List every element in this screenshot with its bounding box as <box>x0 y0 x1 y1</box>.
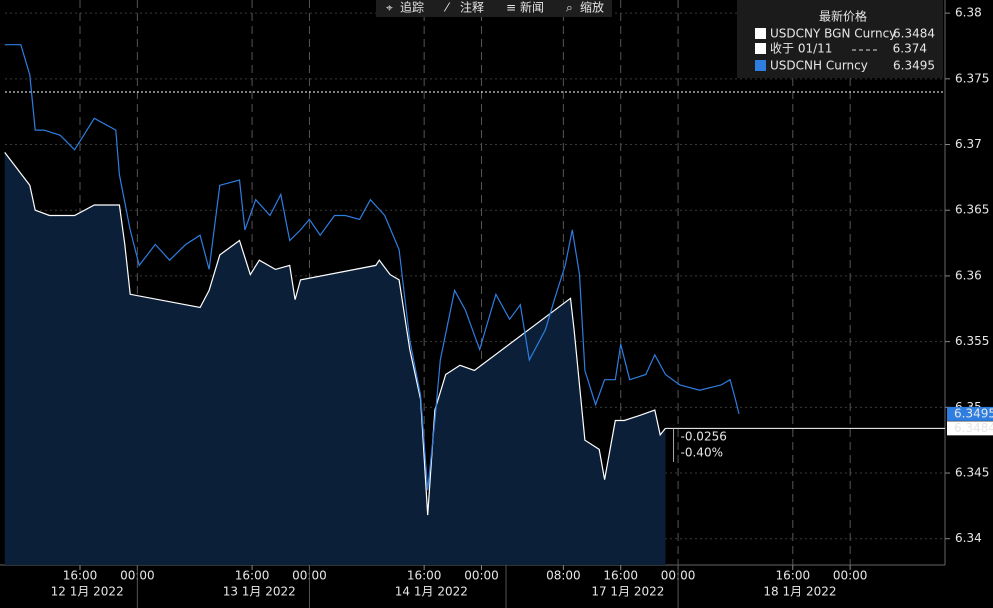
x-tick-label: 16:00 <box>407 569 442 583</box>
x-tick-label: 16:00 <box>63 569 98 583</box>
x-tick-label: 00:00 <box>464 569 499 583</box>
legend-swatch <box>755 28 766 39</box>
x-tick-label: 16:00 <box>603 569 638 583</box>
icon: ⌕ <box>566 1 573 15</box>
legend-label: 收于 01/11 <box>770 42 832 56</box>
x-tick-label: 16:00 <box>776 569 811 583</box>
annotation: -0.0256 <box>681 430 727 444</box>
last-value-label: 6.3495 <box>954 406 993 420</box>
last-value-box <box>947 406 993 421</box>
legend-value: 6.3484 <box>893 27 935 41</box>
y-tick-label: 6.34 <box>955 531 982 545</box>
icon: ⁄ <box>443 1 451 15</box>
legend-value: 6.3495 <box>893 59 935 73</box>
y-tick-label: 6.345 <box>955 466 989 480</box>
area <box>4 152 666 565</box>
legend <box>737 0 943 78</box>
y-tick-label: 6.355 <box>955 334 989 348</box>
x-group-label: 17 1月 2022 <box>591 585 664 599</box>
toolbar-button[interactable]: 新闻 <box>520 0 544 15</box>
y-tick-label: 6.365 <box>955 203 989 217</box>
legend-label: USDCNY BGN Curncy <box>770 27 896 41</box>
x-group-label: 13 1月 2022 <box>223 585 296 599</box>
line <box>4 44 740 491</box>
y-tick-label: 6.375 <box>955 71 989 85</box>
legend-swatch <box>755 43 766 54</box>
last-value-label: 6.3484 <box>954 421 993 435</box>
line <box>4 152 666 516</box>
x-tick-label: 16:00 <box>235 569 270 583</box>
x-group-label: 18 1月 2022 <box>763 585 836 599</box>
toolbar <box>376 0 612 17</box>
toolbar-button[interactable]: 注释 <box>460 0 484 15</box>
toolbar-button[interactable]: 追踪 <box>400 0 424 15</box>
annotation: -0.40% <box>681 446 723 460</box>
icon: ⌖ <box>386 1 393 15</box>
icon: ≡ <box>506 1 516 15</box>
legend-title: 最新价格 <box>819 9 867 24</box>
y-tick-label: 6.37 <box>955 137 982 151</box>
x-tick-label: 08:00 <box>546 569 581 583</box>
last-value-box <box>947 421 993 436</box>
toolbar-button[interactable]: 缩放 <box>580 0 604 15</box>
legend-swatch <box>755 60 766 71</box>
y-tick-label: 6.36 <box>955 268 982 282</box>
x-tick-label: 00:00 <box>833 569 868 583</box>
legend-label: USDCNH Curncy <box>770 59 868 73</box>
y-tick-label: 6.38 <box>955 6 982 20</box>
x-group-label: 14 1月 2022 <box>395 585 468 599</box>
overlay: 追踪 注释 新闻 缩放 ⌖ ⁄ ≡ ⌕ 最新价格 USDCNY BGN Curn… <box>376 0 943 78</box>
x-group-label: 12 1月 2022 <box>51 585 124 599</box>
legend-value: 6.374 <box>893 42 927 56</box>
